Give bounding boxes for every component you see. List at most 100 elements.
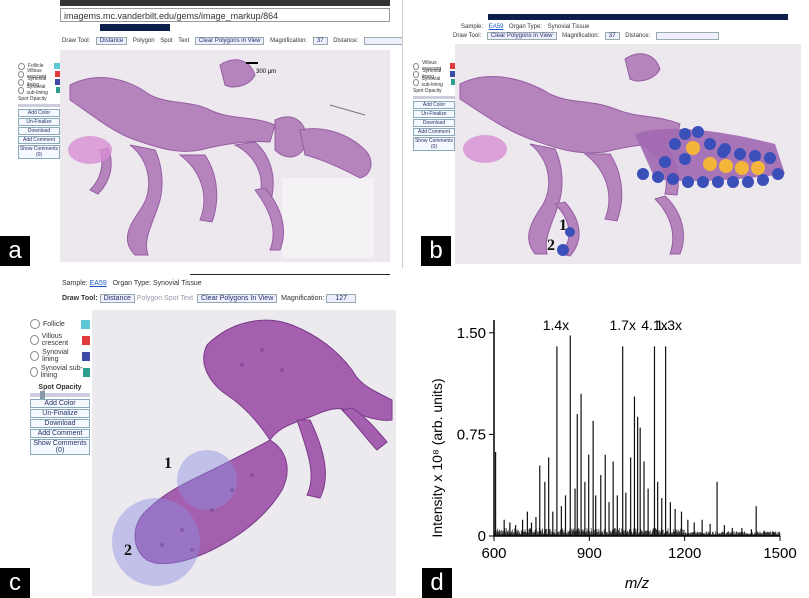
draw-tool-label: Draw Tool: <box>62 295 98 302</box>
spectrum-peaks <box>493 335 781 536</box>
tissue-image[interactable]: 300 µm <box>60 50 390 262</box>
radio-icon[interactable] <box>413 78 419 86</box>
peak-annotation: 1.4x <box>543 317 569 333</box>
radio-icon[interactable] <box>413 62 420 70</box>
distance-input[interactable] <box>363 37 402 45</box>
legend-item-villous[interactable]: Villous crescent <box>413 60 455 72</box>
legend-item-sublining[interactable]: Synovial sub-lining <box>30 364 90 380</box>
radio-icon[interactable] <box>18 70 25 78</box>
legend-item-sublining[interactable]: Synovial sub-lining <box>413 76 456 88</box>
spot-overlay[interactable] <box>557 126 784 256</box>
legend-item-lining[interactable]: Synovial lining <box>413 68 456 80</box>
radio-icon[interactable] <box>18 62 25 70</box>
tool-polygon-button[interactable]: Polygon <box>132 38 155 44</box>
unfinalize-button[interactable]: Un-Finalize <box>18 118 60 126</box>
radio-icon[interactable] <box>30 367 38 377</box>
radio-icon[interactable] <box>30 319 40 329</box>
swatch-icon <box>449 71 456 77</box>
spot-1[interactable] <box>177 450 237 510</box>
magnification-input[interactable]: 127 <box>326 294 356 303</box>
download-button[interactable]: Download <box>413 119 455 127</box>
tool-text-button[interactable]: Text <box>180 295 194 302</box>
panel-a: imagems.mc.vanderbilt.edu/gems/image_mar… <box>0 0 402 268</box>
draw-tool-label: Draw Tool: <box>62 38 91 44</box>
spot-opacity-slider[interactable] <box>18 104 60 107</box>
tool-polygon-button[interactable]: Polygon <box>136 295 163 302</box>
download-button[interactable]: Download <box>30 419 90 428</box>
spot-opacity-slider[interactable] <box>413 96 455 99</box>
magnification-input[interactable]: 37 <box>312 37 328 45</box>
legend-sidebar: Villous crescent Synovial lining Synovia… <box>413 60 456 151</box>
radio-icon[interactable] <box>30 351 40 361</box>
swatch-icon <box>81 319 90 329</box>
panel-d: 600 900 1200 1500 0 0.75 1.50 1.4x 1.7x 4.1x 1.3x… <box>402 268 809 598</box>
y-axis-label: Intensity x 10⁸ (arb. units) <box>429 378 445 537</box>
spot-2[interactable] <box>112 498 200 586</box>
sample-link[interactable]: EA59 <box>89 280 107 287</box>
add-color-button[interactable]: Add Color <box>30 399 90 408</box>
download-button[interactable]: Download <box>18 127 60 135</box>
marker-2-label: 2 <box>547 237 555 254</box>
legend-item-lining[interactable]: Synovial lining <box>30 348 90 364</box>
panel-label-a: a <box>0 236 30 266</box>
swatch-icon <box>54 63 60 69</box>
magnification-input[interactable]: 37 <box>604 32 620 40</box>
tool-distance-button[interactable]: Distance <box>95 37 128 45</box>
x-tick-label: 1500 <box>763 545 796 562</box>
unfinalize-button[interactable]: Un-Finalize <box>413 110 455 118</box>
spot-opacity-slider[interactable] <box>30 391 90 399</box>
panel-label-c: c <box>0 568 30 598</box>
browser-titlebar <box>60 0 390 6</box>
tool-spot-button[interactable]: Spot <box>160 38 173 44</box>
show-comments-button[interactable]: Show Comments (0) <box>413 137 455 151</box>
legend-item-follicle[interactable]: Follicle <box>18 62 60 70</box>
legend-item-follicle[interactable]: Follicle <box>30 316 90 332</box>
tool-distance-button[interactable]: Distance <box>99 294 135 303</box>
radio-icon[interactable] <box>18 86 24 94</box>
url-bar[interactable]: imagems.mc.vanderbilt.edu/gems/image_mar… <box>60 8 390 22</box>
swatch-icon <box>83 367 90 377</box>
x-tick-label: 900 <box>577 545 602 562</box>
y-tick-label: 1.50 <box>457 325 486 342</box>
tissue-image[interactable]: 1 2 <box>455 44 801 264</box>
legend-item-sublining[interactable]: Synovial sub-lining <box>18 84 61 96</box>
distance-input[interactable] <box>655 32 719 40</box>
radio-icon[interactable] <box>30 335 39 345</box>
clear-polygons-button[interactable]: Clear Polygons in View <box>194 37 265 45</box>
mass-spectrum-chart: 600 900 1200 1500 0 0.75 1.50 1.4x 1.7x 4.1x1.3x… <box>429 317 797 592</box>
sample-row: Sample: EA59 Organ Type: Synovial Tissue <box>461 24 593 30</box>
y-tick-label: 0.75 <box>457 426 486 443</box>
organ-value: Synovial Tissue <box>547 24 590 30</box>
sample-label: Sample: <box>461 24 484 30</box>
draw-tool-label: Draw Tool: <box>453 33 482 39</box>
panel-b: Sample: EA59 Organ Type: Synovial Tissue… <box>402 0 809 268</box>
unfinalize-button[interactable]: Un-Finalize <box>30 409 90 418</box>
add-comment-button[interactable]: Add Comment <box>413 128 455 136</box>
radio-icon[interactable] <box>413 70 420 78</box>
clear-polygons-button[interactable]: Clear Polygons In View <box>197 294 278 303</box>
show-comments-button[interactable]: Show Comments (0) <box>18 145 60 159</box>
marker-1-label: 1 <box>559 217 567 234</box>
clear-polygons-button[interactable]: Clear Polygons in View <box>486 32 557 40</box>
sample-link[interactable]: EA59 <box>488 24 504 30</box>
header-rule <box>190 274 390 275</box>
show-comments-button[interactable]: Show Comments (0) <box>30 439 90 455</box>
x-axis-label: m/z <box>625 575 650 592</box>
toolbar: Draw Tool: Distance Polygon Spot Text Cl… <box>62 294 356 303</box>
tool-text-button[interactable]: Text <box>178 38 190 44</box>
add-comment-button[interactable]: Add Comment <box>30 429 90 438</box>
legend-item-lining[interactable]: Synovial lining <box>18 76 61 88</box>
spot-opacity-label: Spot Opacity <box>18 96 47 102</box>
add-color-button[interactable]: Add Color <box>413 101 455 109</box>
add-color-button[interactable]: Add Color <box>18 109 60 117</box>
peak-annotation: 1.3x <box>656 317 682 333</box>
x-tick-label: 600 <box>481 545 506 562</box>
tool-spot-button[interactable]: Spot <box>164 295 179 302</box>
y-tick-label: 0 <box>478 528 486 545</box>
radio-icon[interactable] <box>18 78 25 86</box>
legend-item-villous[interactable]: Villous crescent <box>30 332 90 348</box>
tissue-image[interactable]: 1 2 <box>92 310 396 596</box>
scale-bar-label: 300 µm <box>256 69 276 75</box>
legend-item-villous[interactable]: Villous crescent <box>18 68 60 80</box>
add-comment-button[interactable]: Add Comment <box>18 136 60 144</box>
